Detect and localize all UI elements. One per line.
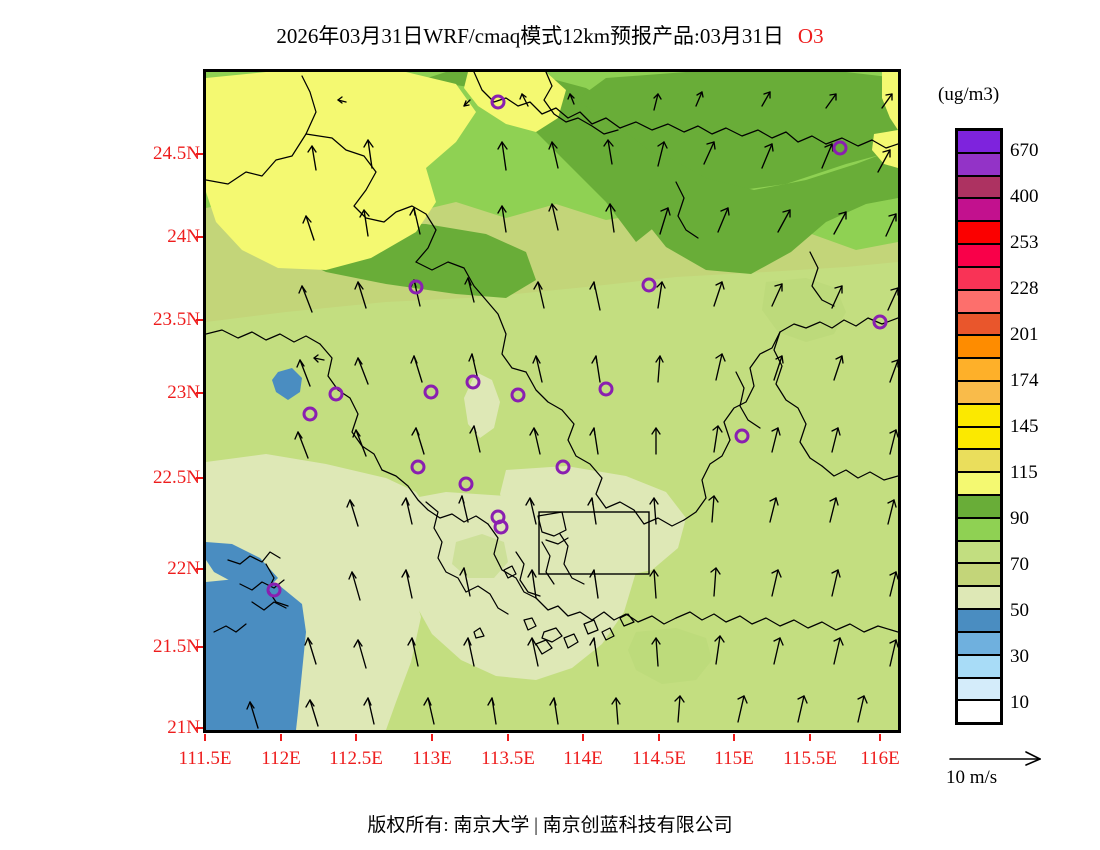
colorbar-cell-21	[958, 610, 1000, 633]
lon-tick-label-8: 115.5E	[783, 748, 837, 769]
colorbar-label-174: 174	[1010, 370, 1039, 391]
colorbar-label-228: 228	[1010, 278, 1039, 299]
lon-tick-label-3: 113E	[412, 748, 452, 769]
lon-tick-mark-1	[280, 734, 282, 741]
colorbar-cell-11	[958, 381, 1000, 405]
lon-tick-mark-2	[355, 734, 357, 741]
lat-tick-label-6: 21.5N	[153, 636, 200, 657]
lon-tick-label-1: 112E	[261, 748, 301, 769]
page-title: 2026年03月31日WRF/cmaq模式12km预报产品:03月31日 O3	[0, 20, 1100, 50]
colorbar-cell-6	[958, 267, 1000, 291]
lat-tick-label-4: 22.5N	[153, 467, 200, 488]
colorbar-cell-2	[958, 176, 1000, 200]
colorbar-cell-9	[958, 336, 1000, 360]
colorbar-cell-8	[958, 313, 1000, 337]
colorbar-label-50: 50	[1010, 600, 1029, 621]
lat-tick-label-3: 23N	[167, 382, 200, 403]
colorbar-label-670: 670	[1010, 140, 1039, 161]
lon-tick-mark-8	[809, 734, 811, 741]
title-species-label: O3	[797, 24, 824, 48]
colorbar-cell-22	[958, 632, 1000, 656]
lon-tick-mark-7	[733, 734, 735, 741]
colorbar-cell-24	[958, 678, 1000, 702]
colorbar-cell-4	[958, 222, 1000, 246]
lat-tick-label-7: 21N	[167, 717, 200, 738]
lon-tick-label-9: 116E	[860, 748, 900, 769]
colorbar-cell-12	[958, 404, 1000, 428]
colorbar-units-label: (ug/m3)	[938, 84, 1000, 105]
wind-arrow-icon	[949, 751, 1041, 766]
colorbar-cell-1	[958, 153, 1000, 177]
colorbar-cell-3	[958, 199, 1000, 223]
colorbar-cell-17	[958, 518, 1000, 542]
lat-tick-label-0: 24.5N	[153, 143, 200, 164]
colorbar-label-90: 90	[1010, 508, 1029, 529]
copyright-footer: 版权所有: 南京大学 | 南京创蓝科技有限公司	[367, 815, 733, 836]
lat-tick-mark-6	[196, 646, 203, 648]
colorbar-label-145: 145	[1010, 416, 1039, 437]
lat-tick-label-2: 23.5N	[153, 309, 200, 330]
colorbar-cell-19	[958, 564, 1000, 588]
colorbar-cell-7	[958, 290, 1000, 314]
colorbar-cell-13	[958, 427, 1000, 451]
colorbar-cell-18	[958, 541, 1000, 565]
lat-tick-mark-3	[196, 392, 203, 394]
lon-tick-mark-9	[879, 734, 881, 741]
lon-tick-label-7: 115E	[714, 748, 754, 769]
colorbar-label-115: 115	[1010, 462, 1038, 483]
lat-tick-mark-0	[196, 153, 203, 155]
colorbar-cell-15	[958, 473, 1000, 496]
lon-tick-label-0: 111.5E	[178, 748, 232, 769]
colorbar	[955, 128, 1003, 725]
colorbar-cell-23	[958, 655, 1000, 679]
lon-tick-label-2: 112.5E	[329, 748, 383, 769]
lat-tick-mark-1	[196, 236, 203, 238]
colorbar-label-10: 10	[1010, 692, 1029, 713]
lon-tick-mark-4	[507, 734, 509, 741]
lat-tick-mark-5	[196, 568, 203, 570]
lat-tick-mark-4	[196, 477, 203, 479]
colorbar-cell-25	[958, 701, 1000, 723]
lat-tick-mark-7	[196, 727, 203, 729]
colorbar-cell-20	[958, 587, 1000, 611]
lat-tick-label-5: 22N	[167, 558, 200, 579]
colorbar-cell-0	[958, 131, 1000, 154]
lon-tick-label-4: 113.5E	[481, 748, 535, 769]
colorbar-cell-16	[958, 496, 1000, 519]
title-main-text: 2026年03月31日WRF/cmaq模式12km预报产品:03月31日	[276, 24, 784, 48]
colorbar-cell-5	[958, 245, 1000, 268]
lat-tick-mark-2	[196, 319, 203, 321]
lat-tick-label-1: 24N	[167, 226, 200, 247]
wind-scale-legend: 10 m/s	[944, 745, 1084, 800]
colorbar-cell-10	[958, 359, 1000, 382]
lon-tick-mark-6	[658, 734, 660, 741]
colorbar-label-201: 201	[1010, 324, 1039, 345]
lon-tick-label-6: 114.5E	[632, 748, 686, 769]
lon-tick-label-5: 114E	[563, 748, 603, 769]
forecast-map[interactable]	[203, 69, 901, 733]
lon-tick-mark-0	[204, 734, 206, 741]
wind-scale-label: 10 m/s	[946, 767, 998, 788]
colorbar-label-70: 70	[1010, 554, 1029, 575]
map-contour-canvas	[206, 72, 898, 730]
colorbar-label-30: 30	[1010, 646, 1029, 667]
lon-tick-mark-3	[431, 734, 433, 741]
colorbar-label-253: 253	[1010, 232, 1039, 253]
lon-tick-mark-5	[582, 734, 584, 741]
colorbar-cell-14	[958, 450, 1000, 474]
colorbar-label-400: 400	[1010, 186, 1039, 207]
